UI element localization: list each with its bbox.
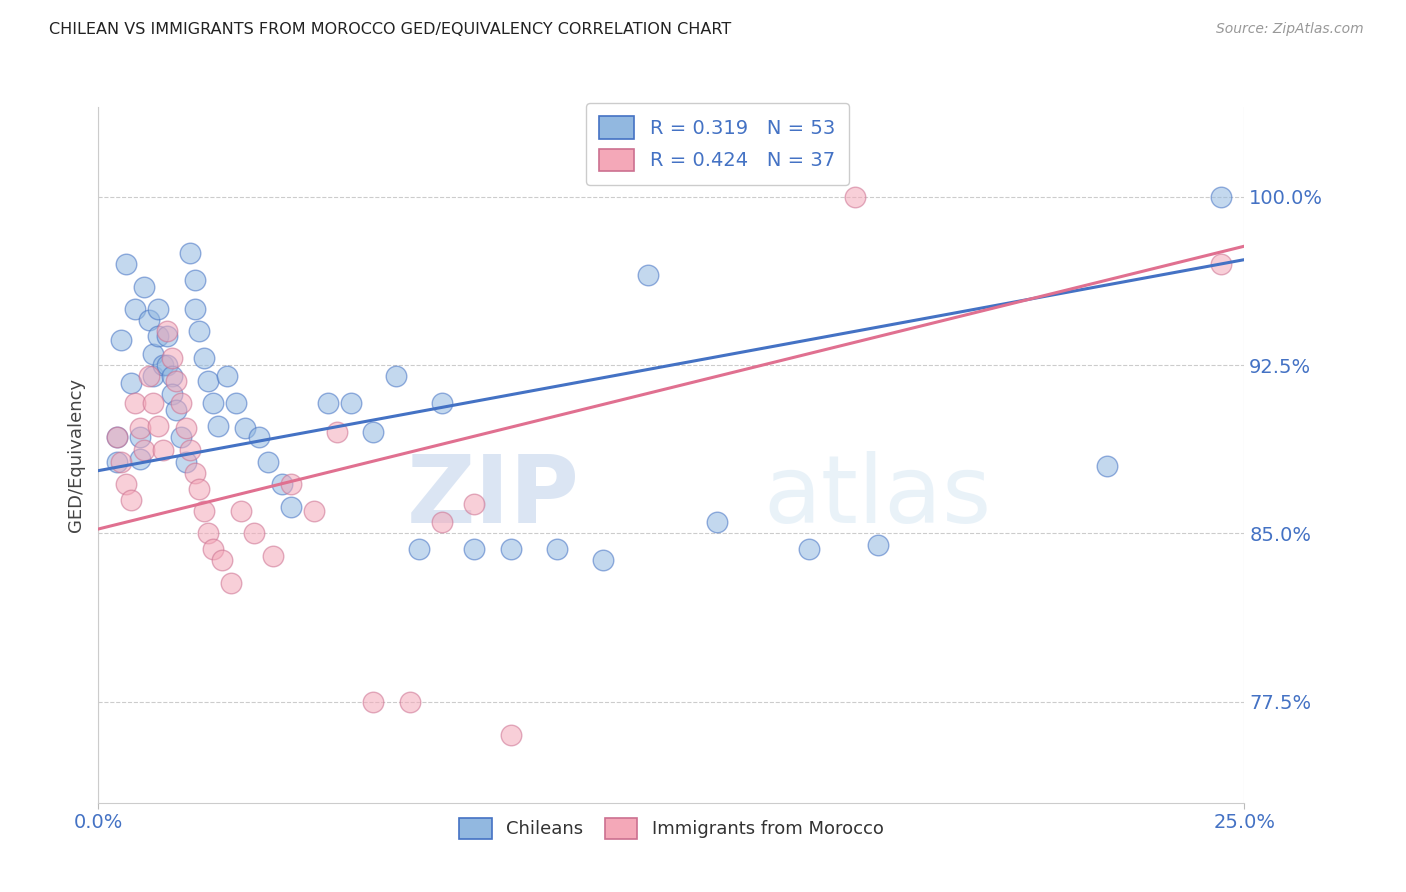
Point: [165, 374, 187, 388]
Point: [193, 351, 215, 366]
Point: [138, 369, 160, 384]
Point: [463, 542, 485, 557]
Point: [156, 358, 179, 372]
Text: Source: ZipAtlas.com: Source: ZipAtlas.com: [1216, 22, 1364, 37]
Point: [134, 443, 156, 458]
Point: [463, 497, 485, 511]
Point: [120, 492, 142, 507]
Point: [844, 190, 866, 204]
Point: [1211, 257, 1233, 271]
Point: [233, 421, 256, 435]
Point: [326, 425, 349, 440]
Point: [105, 455, 128, 469]
Point: [124, 396, 146, 410]
Point: [146, 418, 169, 433]
Point: [115, 477, 138, 491]
Point: [499, 729, 522, 743]
Point: [316, 396, 339, 410]
Point: [247, 430, 270, 444]
Point: [110, 334, 132, 348]
Point: [302, 504, 325, 518]
Point: [637, 268, 659, 283]
Legend: Chileans, Immigrants from Morocco: Chileans, Immigrants from Morocco: [451, 811, 891, 846]
Point: [134, 279, 156, 293]
Point: [430, 396, 453, 410]
Point: [146, 329, 169, 343]
Point: [179, 443, 201, 458]
Point: [592, 553, 614, 567]
Point: [202, 542, 225, 557]
Point: [257, 455, 280, 469]
Point: [215, 369, 238, 384]
Point: [408, 542, 430, 557]
Point: [1095, 459, 1118, 474]
Point: [399, 695, 422, 709]
Point: [152, 443, 174, 458]
Point: [179, 246, 201, 260]
Point: [128, 430, 150, 444]
Point: [188, 325, 211, 339]
Point: [160, 387, 183, 401]
Point: [339, 396, 361, 410]
Text: CHILEAN VS IMMIGRANTS FROM MOROCCO GED/EQUIVALENCY CORRELATION CHART: CHILEAN VS IMMIGRANTS FROM MOROCCO GED/E…: [49, 22, 731, 37]
Point: [430, 515, 453, 529]
Point: [866, 538, 889, 552]
Point: [115, 257, 138, 271]
Point: [202, 396, 225, 410]
Point: [174, 421, 197, 435]
Point: [385, 369, 408, 384]
Text: atlas: atlas: [763, 450, 991, 542]
Point: [797, 542, 820, 557]
Point: [546, 542, 568, 557]
Point: [138, 313, 160, 327]
Point: [142, 396, 165, 410]
Point: [363, 695, 385, 709]
Point: [499, 542, 522, 557]
Point: [128, 452, 150, 467]
Point: [110, 455, 132, 469]
Point: [156, 329, 179, 343]
Point: [280, 500, 302, 514]
Point: [124, 301, 146, 316]
Point: [128, 421, 150, 435]
Point: [183, 466, 205, 480]
Point: [706, 515, 728, 529]
Point: [152, 358, 174, 372]
Point: [170, 396, 193, 410]
Point: [229, 504, 252, 518]
Point: [262, 549, 284, 563]
Point: [193, 504, 215, 518]
Point: [225, 396, 247, 410]
Point: [183, 301, 205, 316]
Point: [197, 374, 219, 388]
Point: [270, 477, 292, 491]
Point: [105, 430, 128, 444]
Point: [188, 482, 211, 496]
Point: [160, 369, 183, 384]
Point: [363, 425, 385, 440]
Point: [160, 351, 183, 366]
Point: [197, 526, 219, 541]
Point: [120, 376, 142, 390]
Point: [211, 553, 233, 567]
Point: [142, 369, 165, 384]
Point: [105, 430, 128, 444]
Text: ZIP: ZIP: [406, 450, 579, 542]
Point: [165, 403, 187, 417]
Point: [183, 273, 205, 287]
Point: [170, 430, 193, 444]
Point: [1211, 190, 1233, 204]
Point: [207, 418, 229, 433]
Point: [280, 477, 302, 491]
Point: [221, 575, 243, 590]
Point: [156, 325, 179, 339]
Y-axis label: GED/Equivalency: GED/Equivalency: [66, 378, 84, 532]
Point: [174, 455, 197, 469]
Point: [243, 526, 266, 541]
Point: [142, 347, 165, 361]
Point: [146, 301, 169, 316]
